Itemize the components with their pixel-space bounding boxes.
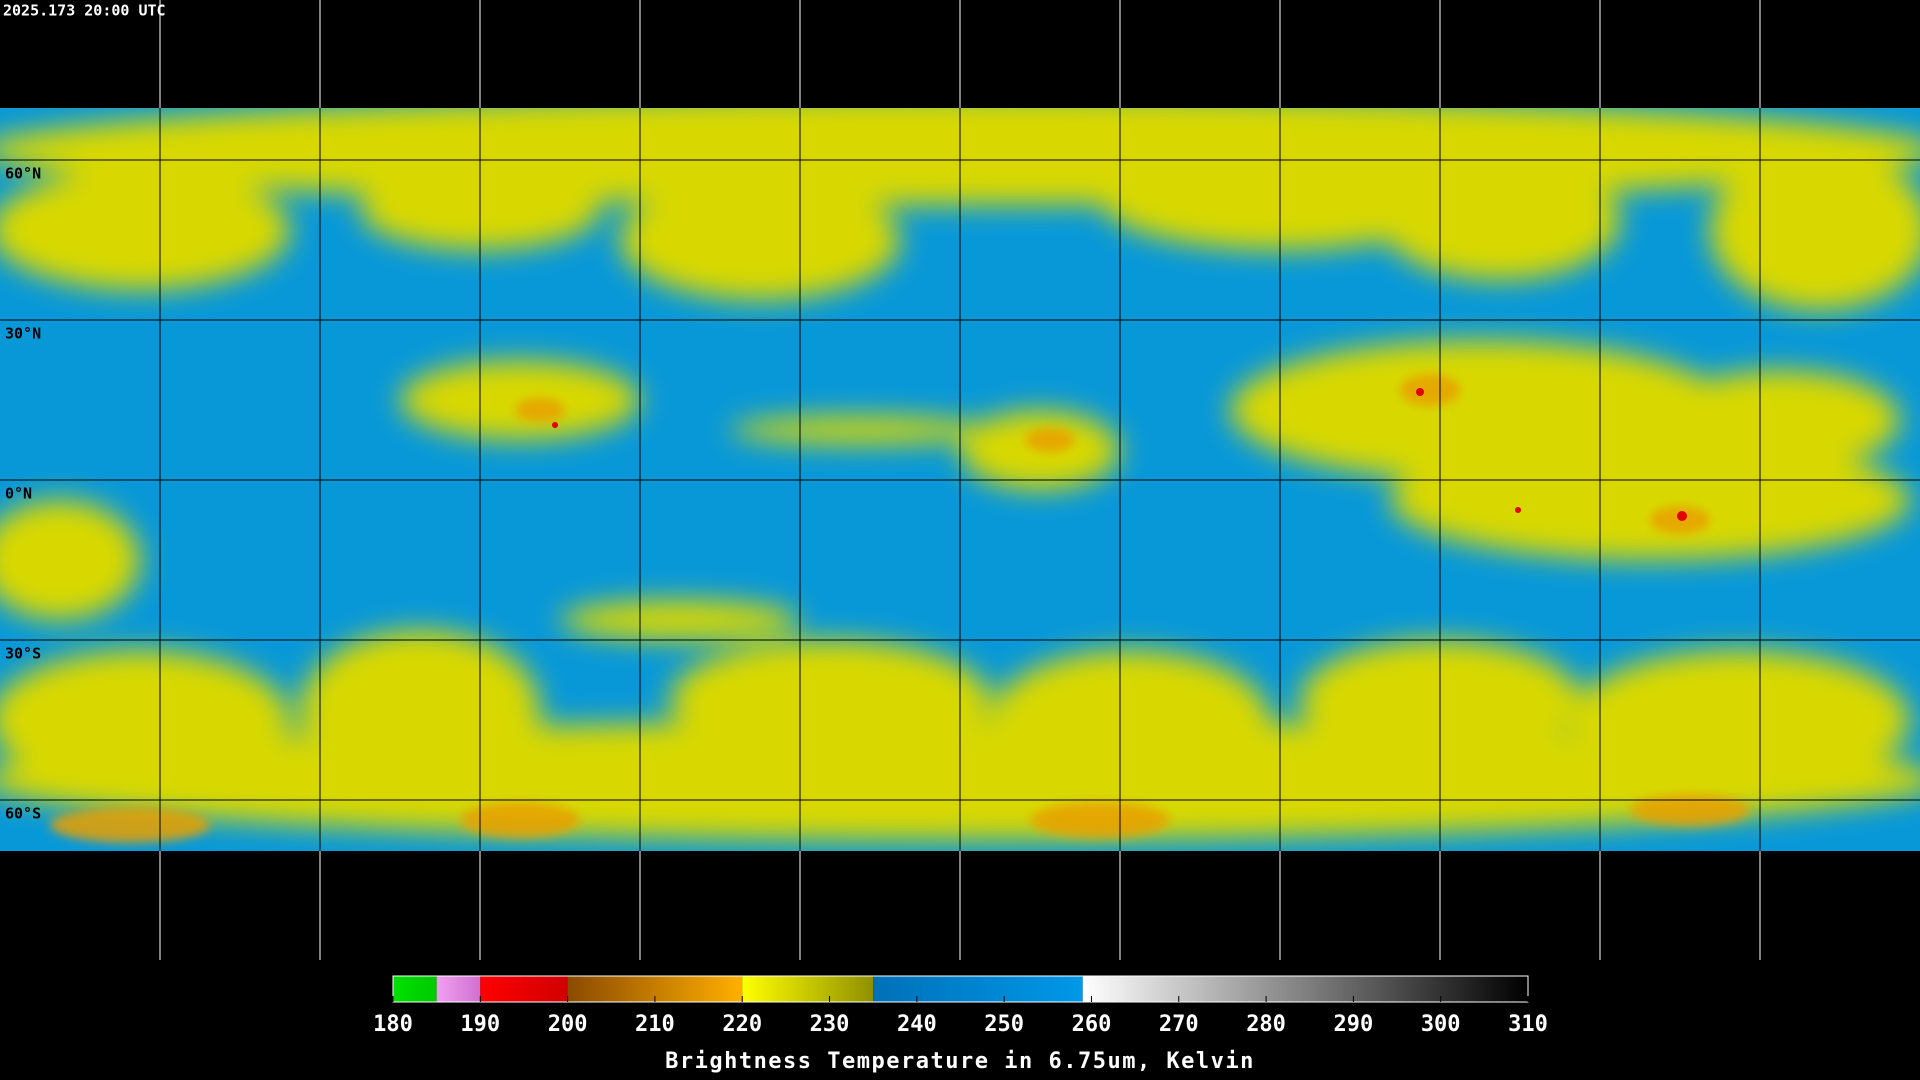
colorbar-band — [480, 976, 568, 1002]
lat-labels: 60°N 30°N 0°N 30°S 60°S — [5, 165, 41, 823]
colorbar-tick-label: 210 — [635, 1012, 675, 1037]
colorbar-tick-label: 250 — [984, 1012, 1024, 1037]
colorbar-title: Brightness Temperature in 6.75um, Kelvin — [665, 1049, 1255, 1074]
colorbar-tick-label: 180 — [373, 1012, 413, 1037]
graticule — [0, 0, 1920, 960]
lat-label: 60°N — [5, 165, 41, 183]
timestamp: 2025.173 20:00 UTC — [3, 2, 166, 20]
colorbar-tick-label: 270 — [1159, 1012, 1199, 1037]
colorbar-tick-label: 240 — [897, 1012, 937, 1037]
lat-label: 60°S — [5, 805, 41, 823]
colorbar: 180 190 200 210 220 230 240 250 260 270 280 290 300 3… — [373, 975, 1548, 1037]
colorbar-band — [436, 976, 481, 1002]
colorbar-tick-label: 260 — [1072, 1012, 1112, 1037]
lat-label: 0°N — [5, 485, 32, 503]
colorbar-tick-label: 200 — [548, 1012, 588, 1037]
colorbar-band — [393, 976, 437, 1002]
colorbar-tick-label: 310 — [1508, 1012, 1548, 1037]
lat-label: 30°S — [5, 645, 41, 663]
colorbar-band — [873, 976, 1083, 1002]
colorbar-band — [1082, 976, 1528, 1002]
colorbar-tick-label: 190 — [460, 1012, 500, 1037]
colorbar-tick-label: 280 — [1246, 1012, 1286, 1037]
deep-convection — [552, 388, 1687, 521]
colorbar-tick-label: 300 — [1421, 1012, 1461, 1037]
colorbar-band — [742, 976, 874, 1002]
lat-label: 30°N — [5, 325, 41, 343]
colorbar-tick-label: 220 — [722, 1012, 762, 1037]
colorbar-tick-label: 230 — [810, 1012, 850, 1037]
colorbar-frame — [392, 975, 1529, 1003]
cold-cloud — [50, 374, 1750, 843]
colorbar-tick-label: 290 — [1334, 1012, 1374, 1037]
